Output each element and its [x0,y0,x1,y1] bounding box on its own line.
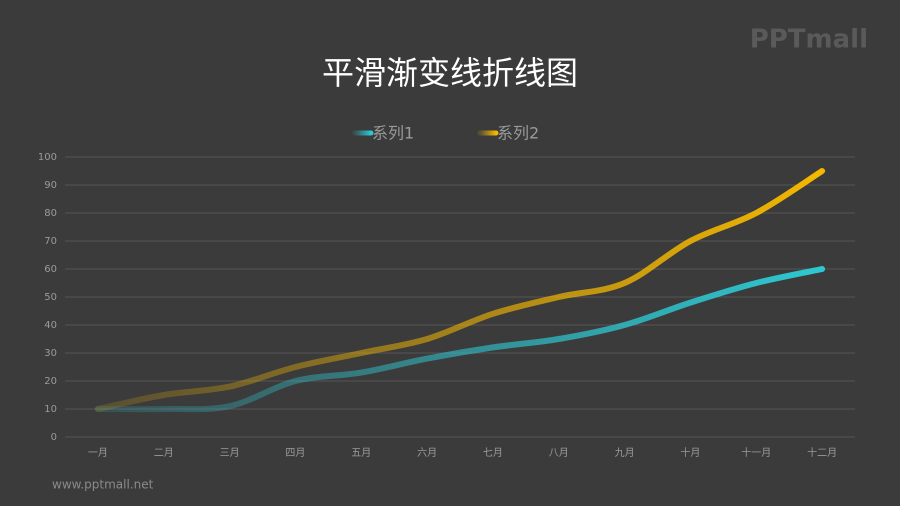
y-tick-label: 100 [38,152,57,163]
x-tick-label: 五月 [351,447,371,459]
x-tick-label: 九月 [615,447,635,459]
x-tick-label: 十二月 [807,446,837,459]
x-tick-label: 十一月 [741,446,771,459]
y-tick-label: 20 [44,376,57,387]
x-tick-label: 八月 [549,447,569,459]
y-tick-label: 60 [44,264,57,275]
y-tick-label: 80 [44,208,57,219]
y-tick-label: 10 [44,404,57,415]
x-tick-label: 六月 [417,447,437,459]
y-tick-label: 70 [44,236,57,247]
x-tick-label: 一月 [88,447,108,459]
x-tick-label: 四月 [285,447,305,459]
y-tick-label: 0 [51,432,57,443]
y-tick-label: 40 [44,320,57,331]
x-tick-label: 二月 [154,447,174,459]
footer: www.pptmall.net [52,478,154,492]
series-line [94,266,826,413]
y-tick-label: 90 [44,180,57,191]
watermark: PPTmall [750,25,868,55]
legend-label: 系列2 [497,124,539,143]
series-line [94,168,826,412]
y-tick-label: 30 [44,348,57,359]
x-tick-label: 三月 [220,447,240,459]
x-tick-label: 十月 [680,446,700,459]
legend-label: 系列1 [372,124,414,143]
x-tick-label: 七月 [483,447,503,459]
chart-title: 平滑渐变线折线图 [322,54,578,92]
y-tick-label: 50 [44,292,57,303]
